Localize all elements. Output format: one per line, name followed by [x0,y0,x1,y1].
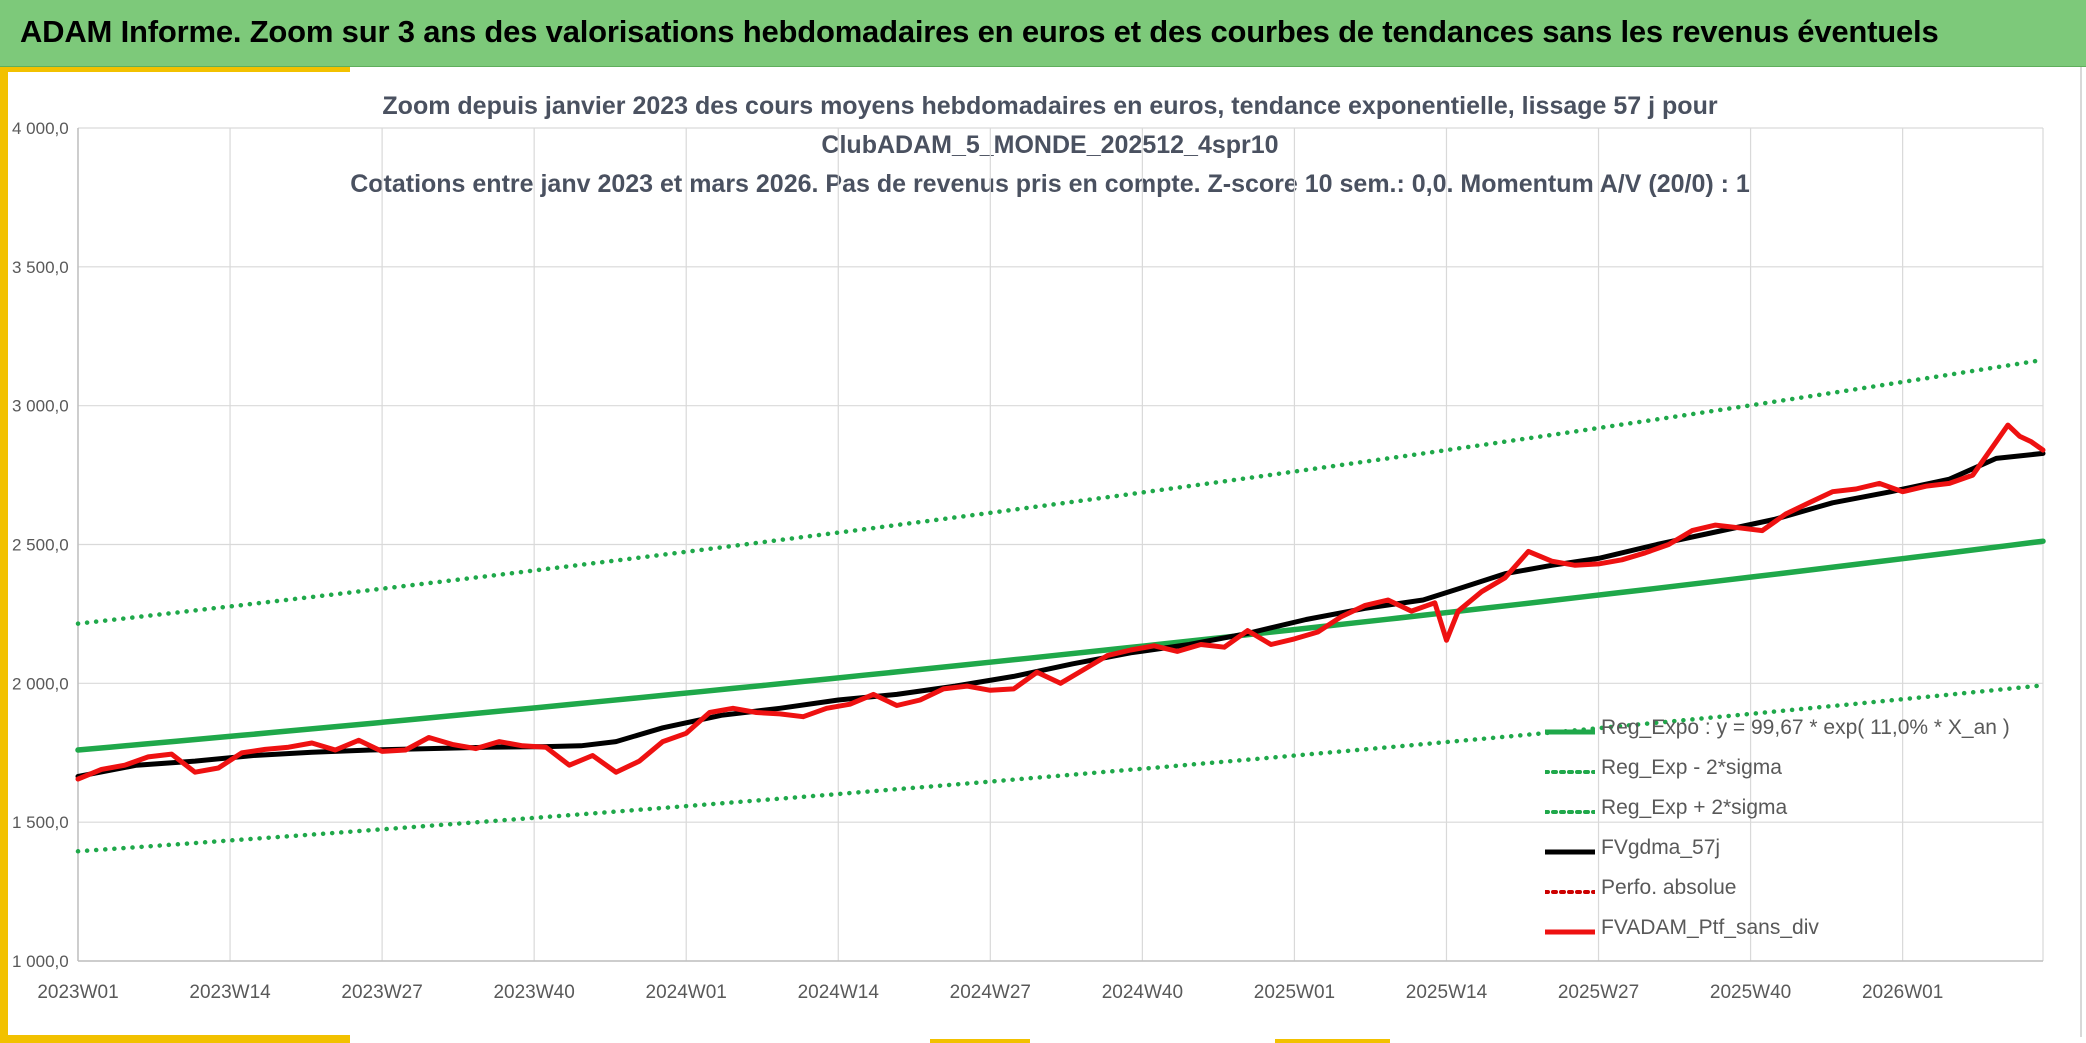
smoothed-57j-line [75,450,2046,779]
accent-bar-top [0,67,350,72]
chart-legend: Reg_Expo : y = 99,67 * exp( 11,0% * X_an… [1545,712,2065,952]
accent-bar-bottom-mid [930,1039,1030,1043]
legend-label-reg-exp-plus: Reg_Exp + 2*sigma [1601,796,1788,819]
legend-label-reg-expo: Reg_Expo : y = 99,67 * exp( 11,0% * X_an… [1601,716,2010,739]
x-tick-label: 2024W27 [950,982,1031,1003]
x-tick-label: 2023W40 [493,982,574,1003]
legend-label-fvgdma: FVgdma_57j [1601,836,1721,859]
legend-item-perfo-absolue: Perfo. absolue [1545,872,2065,912]
chart-title-line-3: Cotations entre janv 2023 et mars 2026. … [350,170,1750,198]
legend-item-reg-exp-minus: Reg_Exp - 2*sigma [1545,752,2065,792]
x-tick-label: 2023W27 [341,982,422,1003]
x-tick-label: 2026W01 [1862,982,1943,1003]
accent-bar-bottom-right [1275,1039,1390,1043]
accent-bar-left [0,67,8,1037]
legend-swatch-reg-exp-plus [1545,810,1595,814]
legend-swatch-perfo-absolue [1545,890,1595,894]
x-tick-label: 2025W40 [1710,982,1791,1003]
x-tick-label: 2024W01 [646,982,727,1003]
x-tick-label: 2024W40 [1102,982,1183,1003]
legend-label-perfo-absolue: Perfo. absolue [1601,876,1737,899]
x-tick-label: 2025W27 [1558,982,1639,1003]
y-tick-label: 3 500,0 [12,258,69,277]
y-tick-label: 3 000,0 [12,397,69,416]
trend-minus-2sigma-line [75,683,2046,854]
legend-item-fvadam-ptf: FVADAM_Ptf_sans_div [1545,912,2065,952]
x-tick-label: 2025W14 [1406,982,1488,1003]
x-tick-label: 2023W14 [189,982,271,1003]
x-tick-label: 2024W14 [798,982,880,1003]
legend-item-reg-expo: Reg_Expo : y = 99,67 * exp( 11,0% * X_an… [1545,712,2065,752]
legend-swatch-fvgdma [1545,849,1595,855]
report-title: ADAM Informe. Zoom sur 3 ans des valoris… [20,14,1939,49]
trend-plus-2sigma-line [75,357,2046,626]
legend-label-reg-exp-minus: Reg_Exp - 2*sigma [1601,756,1782,779]
y-tick-label: 4 000,0 [12,119,69,138]
x-tick-label: 2025W01 [1254,982,1335,1003]
report-banner: ADAM Informe. Zoom sur 3 ans des valoris… [0,0,2086,67]
y-tick-label: 1 000,0 [12,952,69,971]
chart-title-line-2: ClubADAM_5_MONDE_202512_4spr10 [821,131,1279,159]
portfolio-value-line [75,422,2046,782]
y-tick-label: 2 500,0 [12,536,69,555]
legend-swatch-reg-expo [1545,729,1595,735]
legend-swatch-fvadam-ptf [1545,929,1595,935]
legend-item-fvgdma: FVgdma_57j [1545,832,2065,872]
legend-label-fvadam-ptf: FVADAM_Ptf_sans_div [1601,916,1819,939]
x-tick-label: 2023W01 [37,982,118,1003]
accent-bar-bottom [0,1035,350,1043]
y-tick-label: 1 500,0 [12,813,69,832]
legend-swatch-reg-exp-minus [1545,770,1595,774]
legend-item-reg-exp-plus: Reg_Exp + 2*sigma [1545,792,2065,832]
y-tick-label: 2 000,0 [12,674,69,693]
chart-title-line-1: Zoom depuis janvier 2023 des cours moyen… [382,92,1718,120]
frame-right-border [2080,67,2082,1037]
trend-line [75,538,2046,753]
